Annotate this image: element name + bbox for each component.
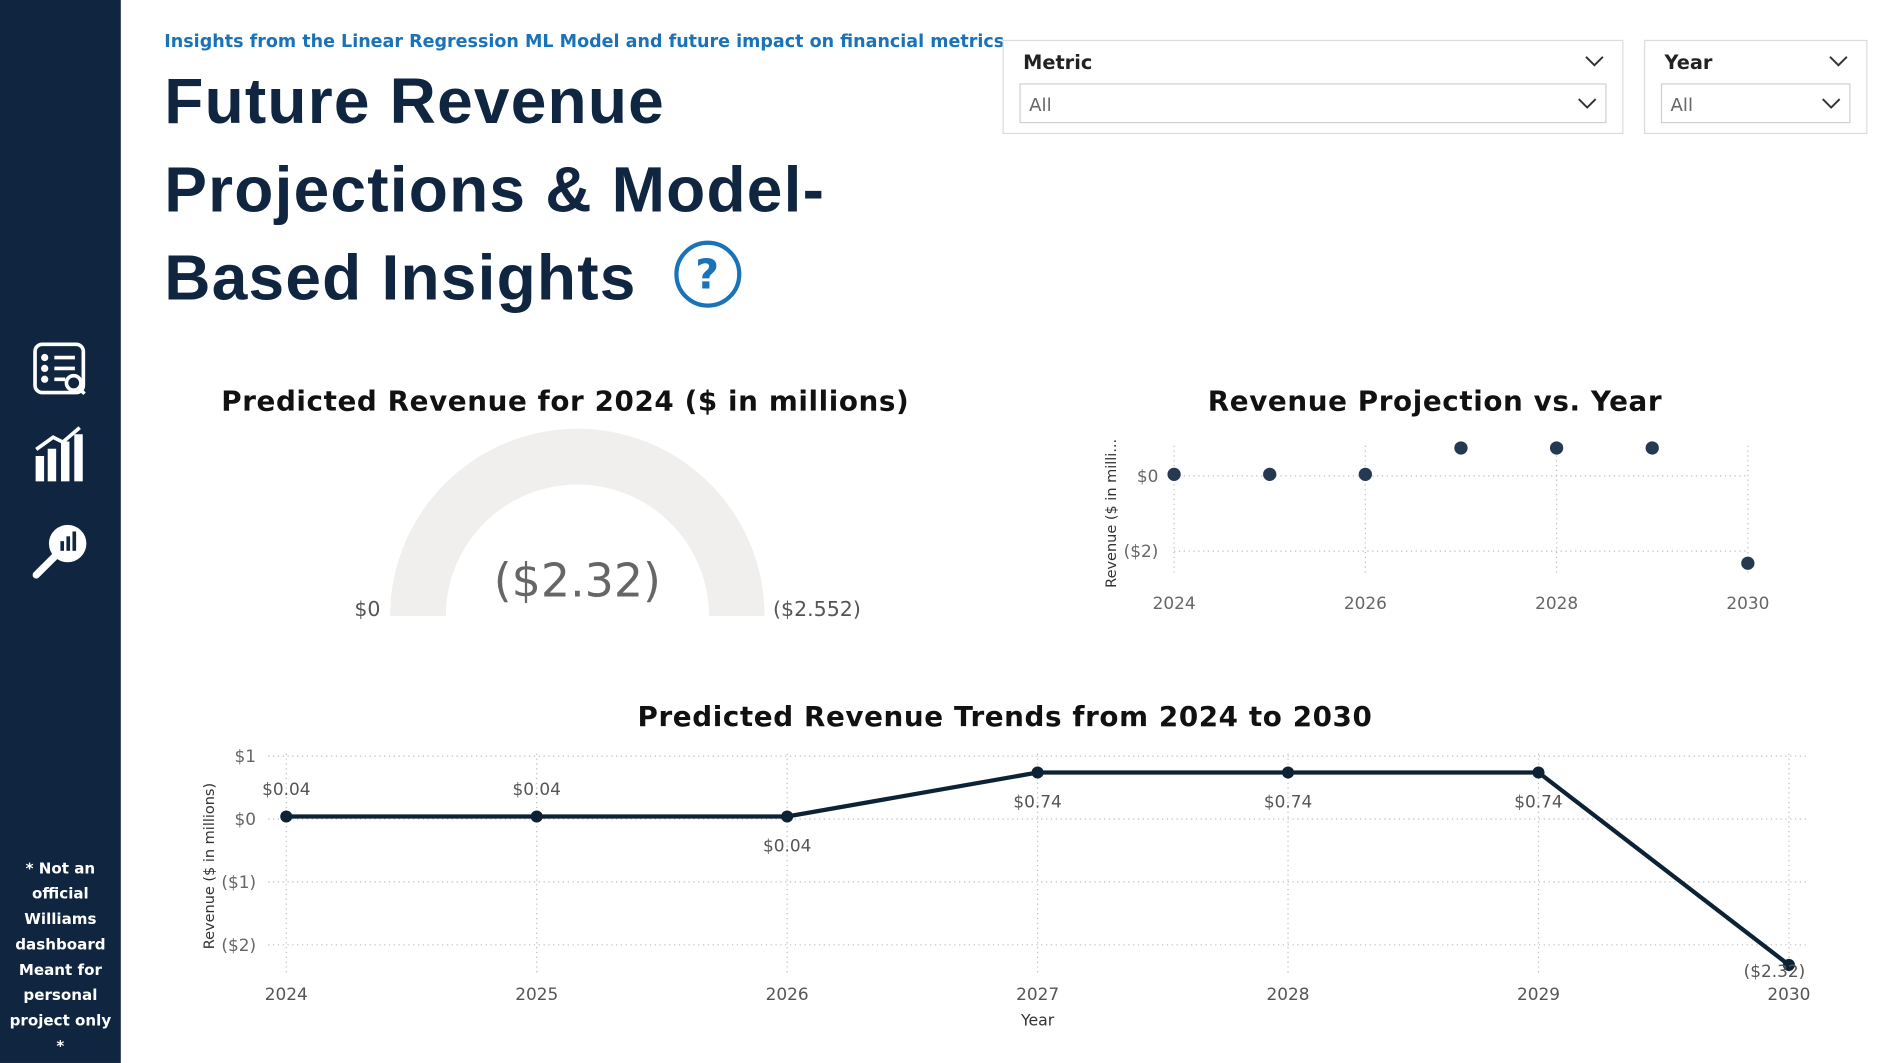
x-tick-label: 2025: [515, 984, 558, 1004]
scatter-point: [1645, 441, 1659, 455]
slicer-value: All: [1670, 94, 1694, 116]
y-tick-label: $0: [1137, 466, 1159, 486]
report-icon[interactable]: [33, 342, 86, 396]
data-label: $0.04: [262, 779, 310, 799]
data-label: $0.74: [1013, 792, 1061, 812]
year-slicer[interactable]: Year All: [1643, 39, 1868, 135]
gauge-max-label: ($2.552): [773, 597, 861, 621]
y-tick-label: ($2): [1124, 541, 1159, 561]
line-point: [1031, 766, 1044, 779]
data-label: $0.04: [513, 779, 561, 799]
x-tick-label: 2026: [1344, 593, 1387, 613]
y-tick-label: $1: [235, 746, 257, 766]
scatter-point: [1263, 467, 1277, 481]
scatter-point: [1741, 556, 1755, 570]
line-point: [530, 810, 543, 823]
y-tick-label: $0: [235, 809, 257, 829]
chart-icon[interactable]: [35, 426, 83, 482]
chart-title: Revenue Projection vs. Year: [1208, 385, 1662, 418]
x-tick-label: 2028: [1267, 984, 1310, 1004]
data-label: $0.04: [763, 836, 811, 856]
slicer-label: Year: [1664, 50, 1713, 74]
slicer-value: All: [1029, 94, 1052, 116]
x-tick-label: 2024: [265, 984, 308, 1004]
chevron[interactable]: [1584, 53, 1606, 67]
data-label: ($2.32): [1744, 961, 1806, 981]
title-text: Future Revenue Projections & Model-Based…: [164, 66, 826, 315]
gauge-value-label: ($2.32): [494, 554, 661, 608]
x-tick-label: 2027: [1016, 984, 1059, 1004]
slicer-dropdown[interactable]: All: [1019, 83, 1607, 124]
gauge-min-label: $0: [354, 597, 380, 621]
y-tick-label: ($2): [221, 935, 256, 955]
help-icon[interactable]: ?: [672, 239, 742, 309]
gauge-value: [390, 428, 758, 617]
line-point: [1532, 766, 1545, 779]
line-point: [781, 810, 794, 823]
x-tick-label: 2026: [766, 984, 809, 1004]
chevron[interactable]: [1828, 53, 1850, 67]
scatter-point: [1549, 441, 1564, 455]
x-axis-title: Year: [1020, 1011, 1055, 1030]
data-label: $0.74: [1514, 792, 1562, 812]
x-tick-label: 2028: [1535, 593, 1578, 613]
chart-title: Predicted Revenue Trends from 2024 to 20…: [638, 700, 1373, 733]
analytics-icon[interactable]: [32, 524, 87, 579]
page-title: Future Revenue Projections & Model-Based…: [164, 58, 937, 323]
y-axis-title: Revenue ($ in millions): [202, 783, 218, 949]
svg-text:?: ?: [695, 251, 720, 299]
y-axis-title: Revenue ($ in milli...: [1104, 439, 1120, 588]
x-tick-label: 2030: [1767, 984, 1810, 1004]
chevron[interactable]: [1576, 95, 1598, 109]
subtitle: Insights from the Linear Regression ML M…: [164, 32, 1005, 52]
nav-icons: [32, 342, 87, 579]
scatter-point: [1358, 467, 1372, 481]
line-point: [280, 810, 293, 823]
chart-title: Predicted Revenue for 2024 ($ in million…: [221, 385, 909, 418]
chevron[interactable]: [1820, 95, 1842, 109]
sidebar: * Not an official Williams dashboard Mea…: [0, 0, 121, 1063]
x-tick-label: 2029: [1517, 984, 1560, 1004]
line-point: [1782, 958, 1795, 971]
scatter-point: [1454, 441, 1468, 455]
x-tick-label: 2030: [1726, 593, 1769, 613]
metric-slicer[interactable]: Metric All: [1002, 39, 1624, 135]
disclaimer: * Not an official Williams dashboard Mea…: [9, 858, 112, 1055]
slicer-dropdown[interactable]: All: [1660, 83, 1851, 124]
y-tick-label: ($1): [221, 872, 256, 892]
slicer-label: Metric: [1023, 50, 1093, 74]
data-label: $0.74: [1264, 792, 1312, 812]
line-point: [1281, 766, 1295, 779]
x-tick-label: 2024: [1153, 593, 1196, 613]
scatter-point: [1167, 467, 1181, 481]
